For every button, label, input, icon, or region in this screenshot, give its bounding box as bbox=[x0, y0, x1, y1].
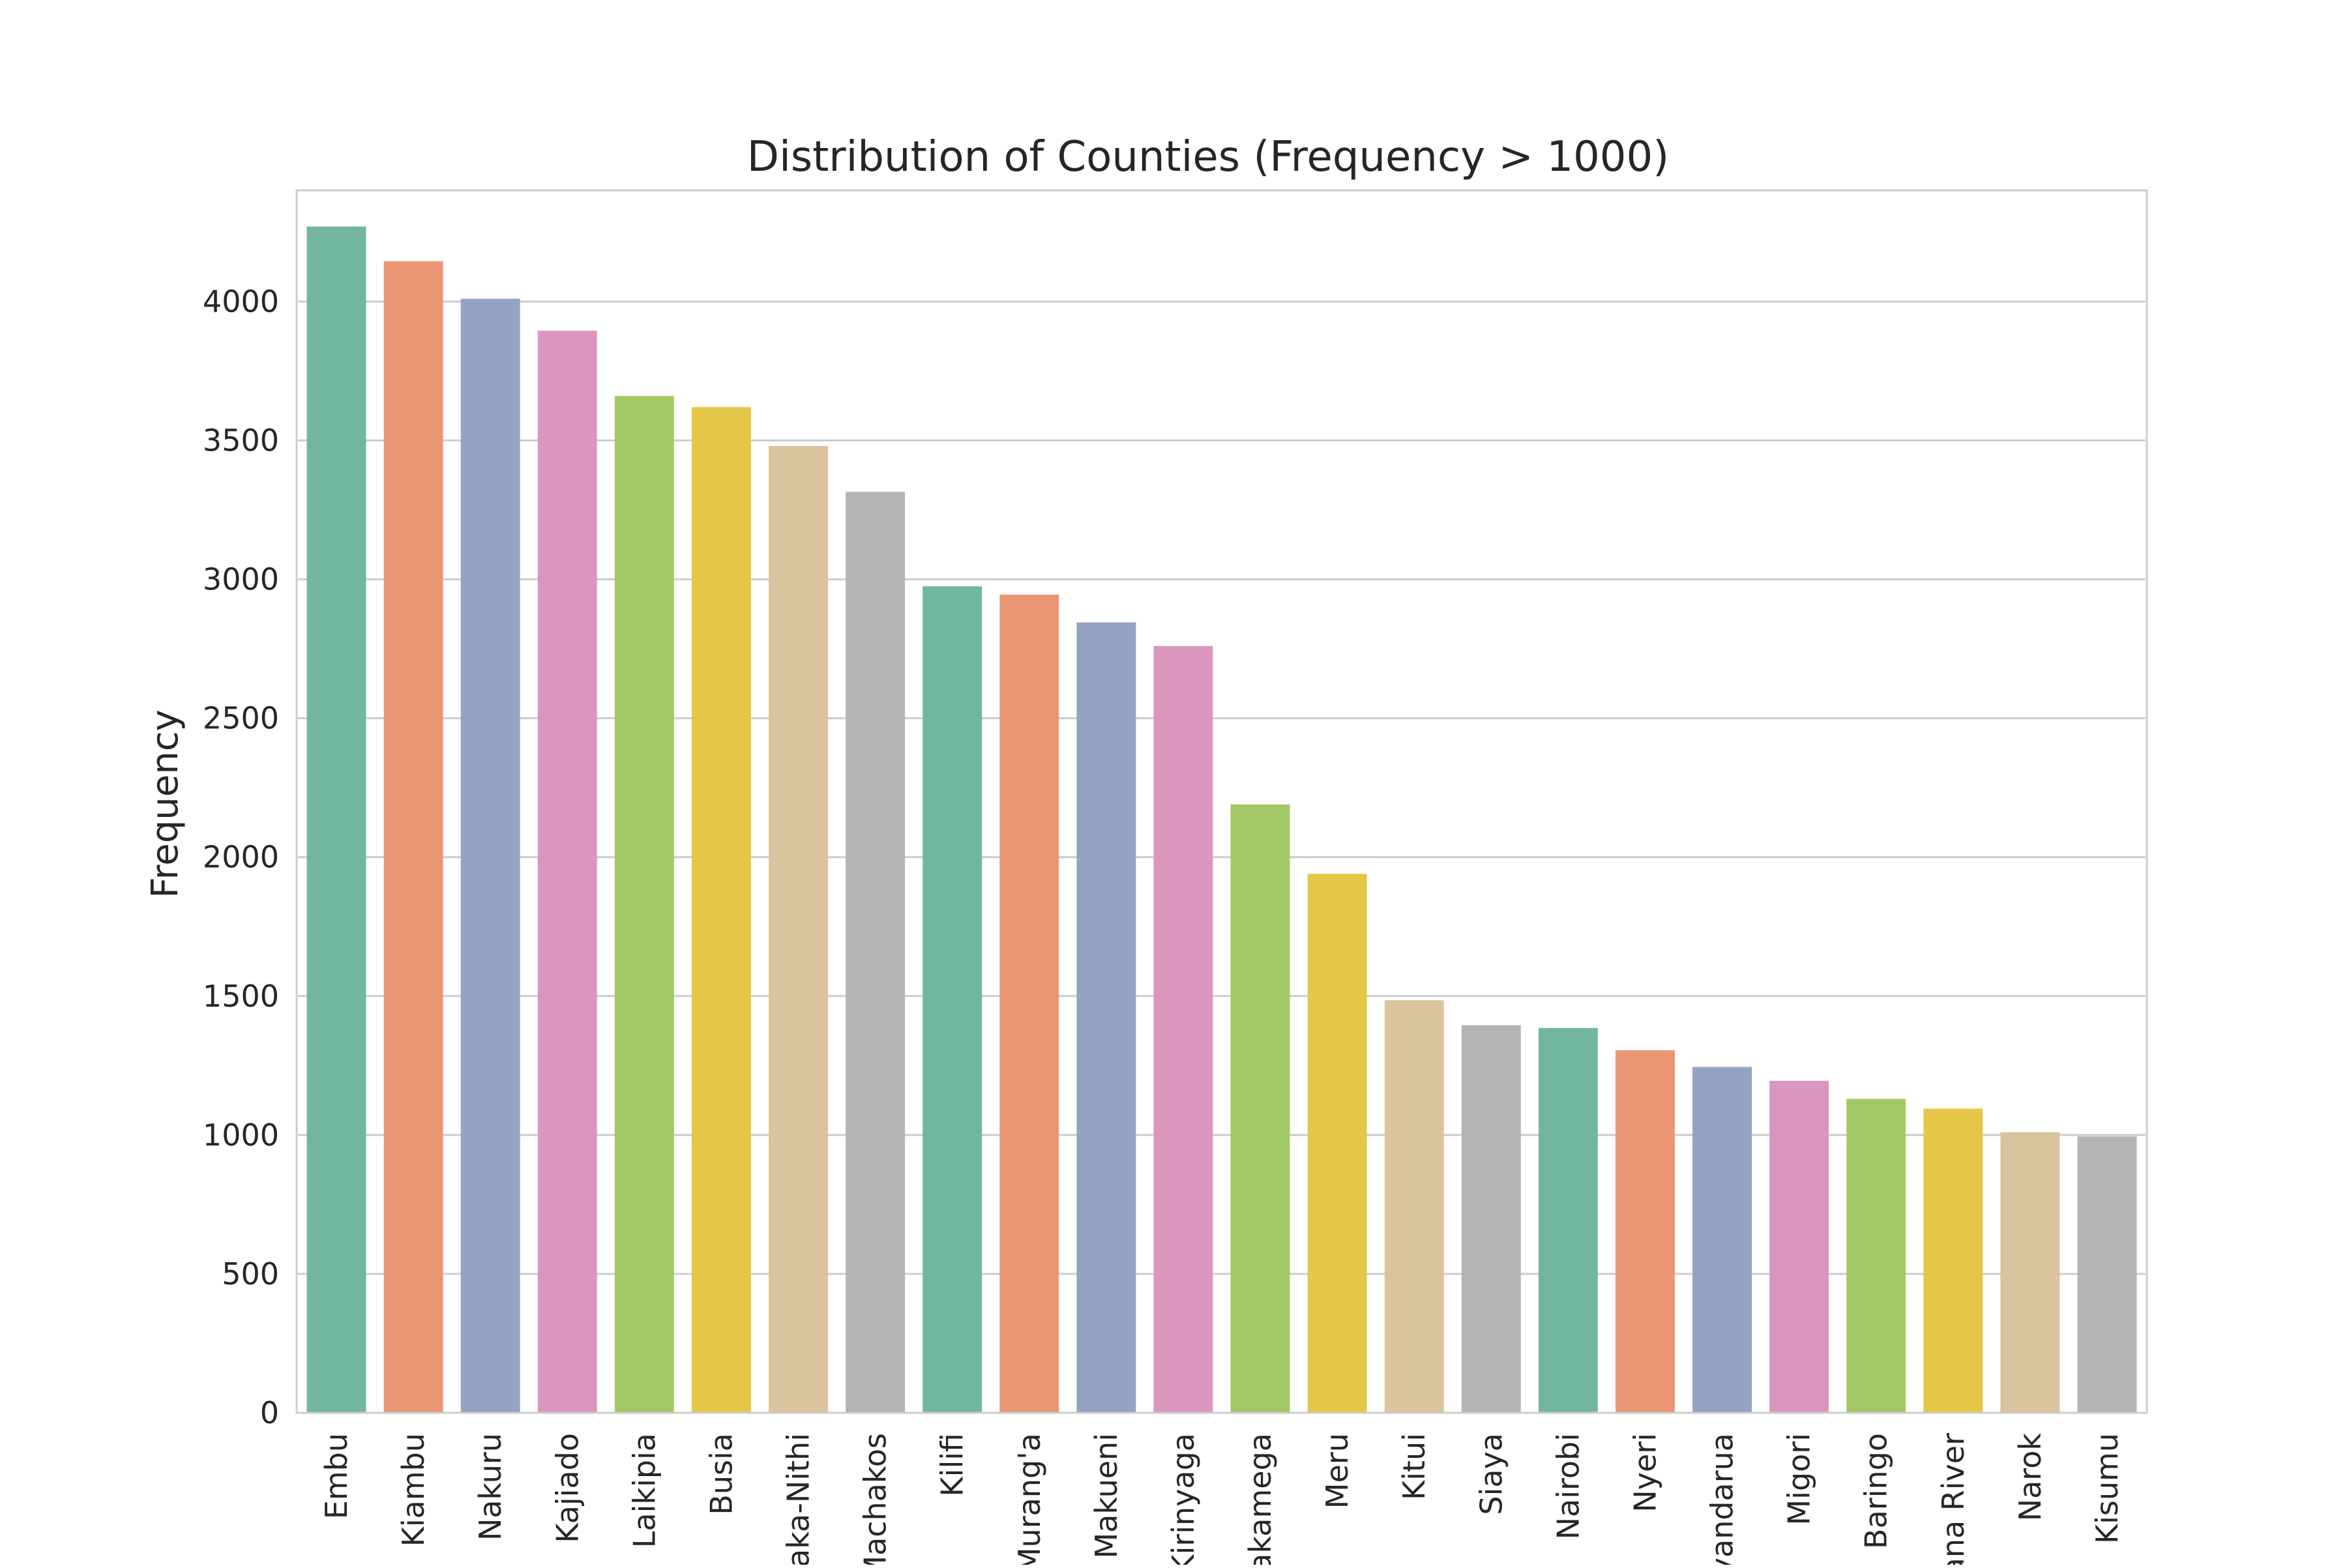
x-tick-label: Busia bbox=[703, 1433, 739, 1515]
y-tick-label: 0 bbox=[260, 1395, 279, 1430]
x-tick-label: Makueni bbox=[1089, 1433, 1124, 1559]
y-tick-label: 2500 bbox=[203, 701, 279, 736]
bar-busia bbox=[691, 407, 751, 1413]
bar-kisumu bbox=[2077, 1136, 2137, 1413]
x-tick-label: Kitui bbox=[1396, 1433, 1432, 1500]
bar-nyeri bbox=[1615, 1050, 1675, 1413]
bar-kakamega bbox=[1230, 804, 1290, 1413]
y-axis-label: Frequency bbox=[144, 709, 186, 898]
y-tick-label: 1500 bbox=[203, 979, 279, 1014]
x-tick-label: Machakos bbox=[858, 1433, 893, 1565]
bar-makueni bbox=[1076, 622, 1136, 1413]
x-tick-label: Kilifi bbox=[935, 1433, 970, 1496]
x-tick-label: Baringo bbox=[1859, 1433, 1894, 1549]
x-tick-label: Tana River bbox=[1936, 1433, 1971, 1565]
bar-kitui bbox=[1384, 1000, 1444, 1413]
x-tick-label: Kakamega bbox=[1243, 1433, 1278, 1565]
x-tick-label: Siaya bbox=[1473, 1433, 1509, 1515]
x-tick-label: Nakuru bbox=[473, 1433, 508, 1541]
bars bbox=[306, 226, 2137, 1413]
bar-kilifi bbox=[923, 586, 982, 1413]
bar-nyandarua bbox=[1692, 1067, 1752, 1413]
bar-tana-river bbox=[1923, 1108, 1983, 1413]
plot-frame bbox=[295, 189, 2148, 1414]
chart-title: Distribution of Counties (Frequency > 10… bbox=[747, 133, 1669, 181]
x-tick-label: Murang'a bbox=[1012, 1433, 1047, 1565]
x-axis-ticks: Embu Kiambu Nakuru Kajiado Laikipia Busia Thar… bbox=[319, 1433, 2125, 1568]
bar-kajiado bbox=[537, 331, 597, 1413]
bar-murang-a bbox=[999, 595, 1059, 1413]
y-axis-ticks: 0 500 1000 1500 2000 2500 3000 3500 4000 bbox=[203, 284, 279, 1430]
x-tick-label: Kisumu bbox=[2089, 1433, 2125, 1544]
y-tick-label: 4000 bbox=[203, 284, 279, 319]
bar-kirinyaga bbox=[1153, 645, 1213, 1413]
x-tick-label: Tharaka-Nithi bbox=[781, 1433, 816, 1565]
bar-narok bbox=[2000, 1132, 2060, 1413]
y-tick-label: 3500 bbox=[203, 423, 279, 458]
x-tick-label: Nairobi bbox=[1550, 1433, 1586, 1539]
y-tick-label: 3000 bbox=[203, 562, 279, 597]
bar-migori bbox=[1769, 1080, 1829, 1413]
bar-nakuru bbox=[460, 299, 520, 1413]
y-tick-label: 2000 bbox=[203, 840, 279, 875]
gridlines bbox=[298, 300, 2146, 1275]
y-tick-label: 1000 bbox=[203, 1117, 279, 1153]
x-tick-label: Nyandarua bbox=[1705, 1433, 1740, 1565]
x-tick-label: Kajiado bbox=[550, 1433, 585, 1543]
x-tick-label: Kirinyaga bbox=[1166, 1433, 1201, 1565]
x-tick-label: Embu bbox=[319, 1433, 354, 1519]
bar-nairobi bbox=[1538, 1028, 1598, 1413]
bar-meru bbox=[1307, 874, 1367, 1413]
bar-kiambu bbox=[383, 261, 443, 1413]
bar-embu bbox=[306, 226, 366, 1413]
x-tick-label: Nyeri bbox=[1627, 1433, 1662, 1513]
x-tick-label: Narok bbox=[2013, 1433, 2048, 1522]
bar-tharaka-nithi bbox=[769, 446, 829, 1413]
x-tick-label: Laikipia bbox=[627, 1433, 662, 1548]
x-tick-label: Migori bbox=[1782, 1433, 1817, 1526]
bar-laikipia bbox=[614, 396, 674, 1413]
x-tick-label: Kiambu bbox=[396, 1433, 431, 1546]
bar-siaya bbox=[1461, 1025, 1521, 1413]
y-tick-label: 500 bbox=[222, 1256, 279, 1292]
bar-machakos bbox=[846, 492, 906, 1413]
bar-baringo bbox=[1846, 1099, 1906, 1413]
x-tick-label: Meru bbox=[1320, 1433, 1355, 1509]
